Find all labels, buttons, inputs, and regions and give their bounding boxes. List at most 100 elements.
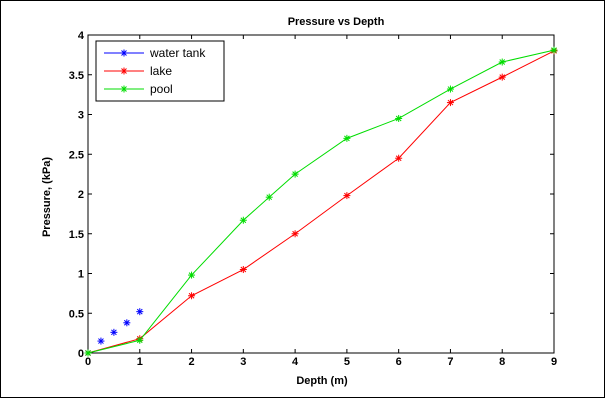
marker-stroke [447,86,454,92]
marker-stroke [111,329,117,336]
y-tick: 1.5 [69,229,554,241]
x-tick: 6 [396,35,402,368]
marker-stroke [551,47,557,53]
data-point-pool [395,114,403,122]
x-tick-label: 3 [240,356,246,368]
x-tick-label: 1 [137,356,143,368]
data-point-pool [239,216,247,224]
data-point-pool [291,170,299,178]
x-tick-label: 7 [447,356,453,368]
y-axis-label: Pressure, (kPa) [41,157,53,237]
legend-label: water tank [149,46,206,60]
legend-item: pool [104,82,173,96]
y-axis: 0 0.5 1 1.5 2 2.5 3 3.5 4 [69,30,554,360]
y-tick-label: 1.5 [69,229,84,241]
marker-stroke [240,217,247,224]
marker-stroke [98,338,104,344]
marker-stroke [136,308,143,315]
y-tick: 3.5 [69,70,554,82]
x-tick: 9 [551,35,557,368]
x-axis-label: Depth (m) [296,375,348,387]
marker-stroke [240,266,247,273]
x-tick-label: 0 [85,356,91,368]
y-tick-label: 3.5 [69,70,84,82]
data-point-lake [343,192,351,200]
x-tick-label: 2 [188,356,194,368]
data-point-lake [291,230,299,238]
marker-stroke [344,192,350,199]
marker-stroke [121,86,127,92]
data-point-pool [84,349,92,357]
y-tick: 2.5 [69,149,554,161]
y-tick: 4 [78,30,554,42]
series-layer [84,46,558,357]
y-tick: 2 [78,189,554,201]
legend-item: water tank [104,46,206,60]
data-point-pool [188,271,196,279]
data-point-pool [550,46,558,54]
data-point-pool [446,85,454,93]
x-tick-label: 8 [499,356,505,368]
marker-stroke [395,115,402,122]
marker-stroke [188,292,195,299]
x-axis: 0 1 2 3 4 5 6 7 8 9 [85,35,557,368]
data-point-water-tank [123,319,131,327]
marker-stroke [121,68,127,74]
marker-stroke [499,74,506,80]
marker-stroke [123,319,130,326]
legend-marker [120,49,128,57]
data-point-pool [136,336,144,344]
y-tick: 1 [78,269,554,281]
legend-marker [120,85,128,93]
x-tick: 4 [292,35,299,368]
data-point-pool [343,134,351,142]
y-tick: 0.5 [69,308,554,320]
x-tick: 1 [137,35,143,368]
data-point-water-tank [110,328,118,336]
legend-label: pool [150,82,173,96]
x-tick-label: 6 [396,356,402,368]
chart-title: Pressure vs Depth [288,16,385,28]
data-point-pool [498,58,506,66]
y-tick-label: 3 [78,110,84,122]
y-tick-label: 2 [78,189,84,201]
y-tick-label: 0.5 [69,308,84,320]
x-tick: 3 [240,35,246,368]
data-point-lake [395,154,403,162]
marker-stroke [344,135,350,142]
data-point-water-tank [97,337,105,345]
data-point-lake [239,266,247,274]
data-point-lake [188,292,196,300]
y-tick-label: 4 [78,30,85,42]
marker-stroke [121,50,127,56]
y-tick-label: 0 [78,348,84,360]
y-tick-label: 1 [78,269,84,281]
legend-label: lake [150,64,172,78]
marker-stroke [136,337,143,344]
data-point-pool [265,193,273,201]
data-point-lake [498,73,506,81]
marker-stroke [266,194,273,201]
x-tick: 8 [499,35,505,368]
marker-stroke [499,59,506,65]
series-lake [84,47,558,357]
x-tick-label: 4 [292,356,299,368]
data-point-lake [446,99,454,107]
marker-stroke [188,272,195,278]
x-tick-label: 9 [551,356,557,368]
x-tick: 5 [344,35,350,368]
legend-item: lake [104,64,172,78]
marker-stroke [292,171,298,177]
marker-stroke [447,99,454,106]
x-tick-label: 5 [344,356,350,368]
series-pool [84,46,558,357]
y-tick-label: 2.5 [69,149,84,161]
data-point-water-tank [136,308,144,316]
y-tick: 3 [78,110,554,122]
marker-stroke [85,350,91,356]
series-line-lake [87,50,555,354]
x-tick: 7 [447,35,454,368]
legend: water tank lake pool [95,40,225,102]
marker-stroke [395,155,402,162]
